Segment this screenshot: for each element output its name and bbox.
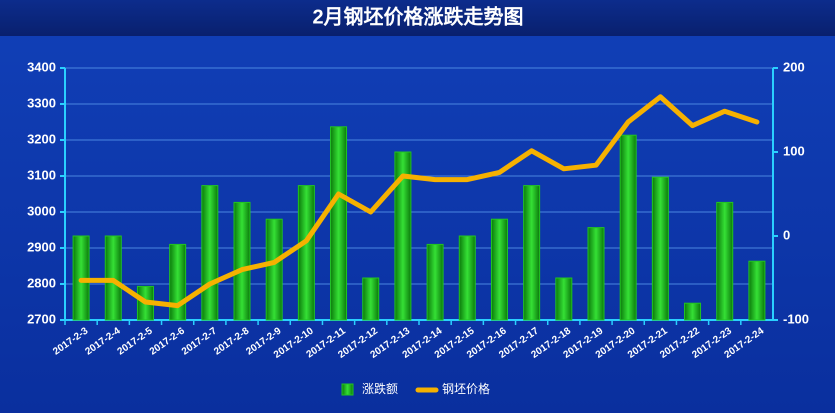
y2-tick-label: 0 bbox=[783, 227, 790, 242]
bar bbox=[748, 260, 766, 321]
y-tick-label: 3400 bbox=[27, 59, 56, 74]
bar bbox=[619, 134, 637, 321]
bar bbox=[233, 201, 251, 321]
y-tick-label: 3000 bbox=[27, 203, 56, 218]
y-tick-label: 3100 bbox=[27, 167, 56, 182]
bar bbox=[297, 185, 315, 321]
bar bbox=[490, 218, 508, 321]
chart-title: 2月钢坯价格涨跌走势图 bbox=[312, 4, 523, 28]
bar bbox=[394, 151, 412, 321]
y2-tick-label: -100 bbox=[783, 311, 809, 326]
bar bbox=[458, 235, 476, 321]
bar bbox=[587, 227, 605, 321]
legend-label: 涨跌额 bbox=[362, 381, 398, 396]
legend-label: 钢坯价格 bbox=[442, 381, 490, 396]
bar bbox=[555, 277, 573, 321]
bar bbox=[330, 126, 348, 321]
bar bbox=[201, 185, 219, 321]
line bbox=[78, 94, 760, 309]
bar bbox=[523, 185, 541, 321]
bar bbox=[426, 243, 444, 321]
y-tick-label: 2800 bbox=[27, 275, 56, 290]
legend-marker bbox=[341, 383, 354, 396]
y2-tick-label: 200 bbox=[783, 59, 805, 74]
y-tick-label: 3200 bbox=[27, 131, 56, 146]
bar bbox=[169, 243, 187, 321]
y-tick-label: 3300 bbox=[27, 95, 56, 110]
y2-tick-label: 100 bbox=[783, 143, 805, 158]
y-tick-label: 2900 bbox=[27, 239, 56, 254]
title-bar bbox=[0, 0, 835, 36]
y-tick-label: 2700 bbox=[27, 311, 56, 326]
bar bbox=[716, 201, 734, 321]
bar bbox=[265, 218, 283, 321]
bar bbox=[684, 302, 702, 321]
bar bbox=[651, 176, 669, 321]
bar bbox=[362, 277, 380, 321]
